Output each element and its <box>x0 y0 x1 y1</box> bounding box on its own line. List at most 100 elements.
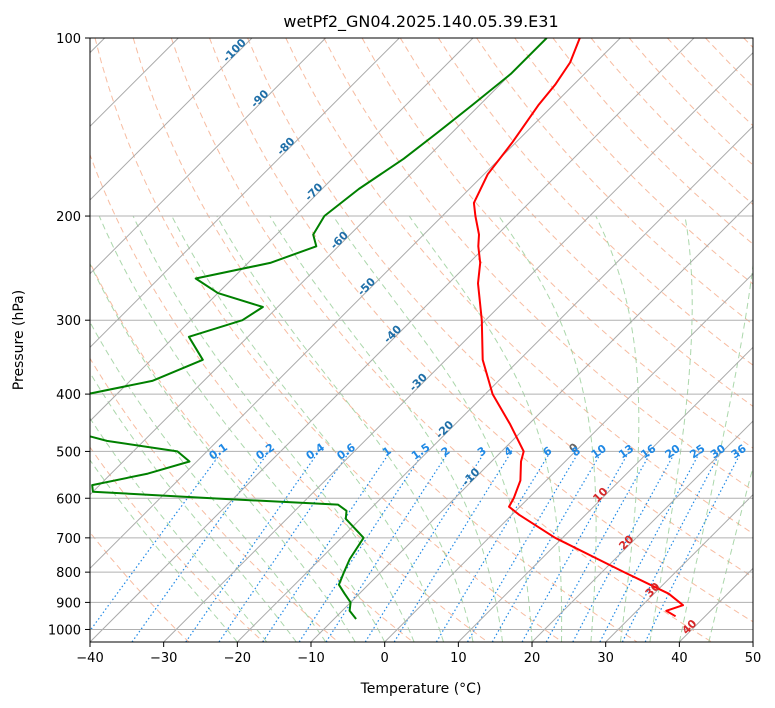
isotherm-line <box>679 567 753 642</box>
y-axis-label: Pressure (hPa) <box>11 290 27 390</box>
dry-adiabat-line <box>590 38 753 206</box>
mixing-ratio-line <box>393 451 513 642</box>
temperature-line <box>472 38 684 618</box>
isotherm-line <box>310 199 753 642</box>
isotherm-line <box>163 51 753 642</box>
mixing-ratio-label: 10 <box>589 442 609 462</box>
moist-adiabat-line <box>90 321 327 642</box>
mixing-ratio-line <box>599 451 701 642</box>
x-tick-label: −10 <box>297 651 324 666</box>
mixing-ratio-label: 1.5 <box>409 441 432 463</box>
isotherm-label: -30 <box>407 371 430 394</box>
isotherm-line <box>90 38 621 570</box>
isotherm-line <box>90 38 548 496</box>
dry-adiabat-line <box>705 38 753 88</box>
y-tick-label: 100 <box>56 32 81 47</box>
mixing-ratio-label: 36 <box>729 442 749 462</box>
y-tick-label: 500 <box>56 445 81 460</box>
y-tick-label: 200 <box>56 210 81 225</box>
dry-adiabat-line <box>552 38 753 245</box>
y-tick-label: 400 <box>56 388 81 403</box>
mixing-ratio-label: 0.1 <box>207 441 230 463</box>
x-tick-label: −40 <box>76 651 103 666</box>
mixing-ratio-label: 20 <box>663 442 683 462</box>
isotherm-line <box>90 38 253 201</box>
dry-adiabat-line <box>323 38 753 492</box>
mixing-ratio-line <box>644 451 743 642</box>
dry-adiabat-line <box>209 38 753 623</box>
isotherm-line <box>531 420 753 642</box>
y-tick-label: 900 <box>56 596 81 611</box>
moist-adiabat-line <box>269 215 504 642</box>
dry-adiabat-line <box>90 446 264 642</box>
isotherm-line <box>605 493 753 642</box>
x-tick-label: −20 <box>224 651 251 666</box>
dry-adiabat-line <box>90 531 190 642</box>
moist-adiabat-line <box>90 459 238 642</box>
mixing-ratio-label: 0.2 <box>254 441 277 463</box>
x-tick-label: 10 <box>450 651 467 666</box>
moist-adiabat-line <box>216 215 474 642</box>
isotherm-label: -100 <box>220 36 249 65</box>
isotherm-label: -40 <box>381 322 404 345</box>
isotherm-label: -20 <box>433 418 456 441</box>
y-tick-label: 800 <box>56 566 81 581</box>
isotherm-line <box>90 38 695 642</box>
mixing-ratio-label: 30 <box>708 442 728 462</box>
mixing-ratio-line <box>90 451 223 632</box>
mixing-ratio-label: 0.6 <box>335 441 359 463</box>
dry-adiabat-line <box>94 38 563 642</box>
mixing-ratio-label: 25 <box>687 442 707 461</box>
mixing-ratio-line <box>325 451 450 642</box>
mixing-ratio-line <box>262 451 391 642</box>
dry-adiabat-line <box>743 38 753 49</box>
moist-adiabat-line <box>408 215 563 642</box>
mixing-ratio-line <box>218 451 351 642</box>
x-tick-label: 50 <box>745 651 762 666</box>
isotherm-line <box>90 38 327 275</box>
x-axis-label: Temperature (°C) <box>360 681 482 697</box>
mixing-ratio-line <box>466 451 580 642</box>
isotherm-line <box>384 272 753 642</box>
isotherm-label: -70 <box>302 180 325 203</box>
moist-adiabat-line <box>90 371 297 642</box>
isotherm-label: -90 <box>248 87 271 110</box>
plot-frame <box>89 37 754 643</box>
isotherm-line <box>457 346 753 642</box>
dry-adiabat-line <box>437 38 753 366</box>
moist-adiabat-line <box>678 261 753 642</box>
isotherm-label: 20 <box>616 532 636 552</box>
x-tick-label: 20 <box>524 651 541 666</box>
moist-adiabat-line <box>90 262 356 642</box>
y-tick-label: 700 <box>56 532 81 547</box>
moist-adiabat-line <box>90 417 268 642</box>
dry-adiabat-line <box>247 38 753 578</box>
mixing-ratio-line <box>572 451 677 642</box>
x-tick-label: 40 <box>671 651 688 666</box>
isotherm-line <box>236 125 753 642</box>
x-tick-label: 30 <box>597 651 614 666</box>
dewpoint-line <box>90 38 548 620</box>
moist-adiabat-line <box>171 215 445 642</box>
isotherm-label: -60 <box>328 229 351 252</box>
isotherm-label: 40 <box>679 617 699 637</box>
y-tick-label: 300 <box>56 314 81 329</box>
dry-adiabat-line <box>667 38 753 127</box>
dry-adiabat-line <box>90 153 488 642</box>
moist-adiabat-line <box>595 215 640 642</box>
dry-adiabat-line <box>90 357 339 642</box>
mixing-ratio-line <box>545 451 652 642</box>
isotherm-line <box>90 38 400 349</box>
isotherm-line <box>752 641 753 642</box>
x-tick-label: 0 <box>381 651 389 666</box>
y-tick-label: 600 <box>56 492 81 507</box>
isotherm-label: -80 <box>274 135 297 158</box>
isotherm-label: -50 <box>355 275 378 298</box>
isotherm-line <box>90 38 474 422</box>
x-tick-label: −30 <box>150 651 177 666</box>
moist-adiabat-line <box>649 215 693 642</box>
moist-adiabat-line <box>132 215 415 642</box>
dry-adiabat-line <box>132 38 638 642</box>
mixing-ratio-label: 0.4 <box>304 441 328 463</box>
